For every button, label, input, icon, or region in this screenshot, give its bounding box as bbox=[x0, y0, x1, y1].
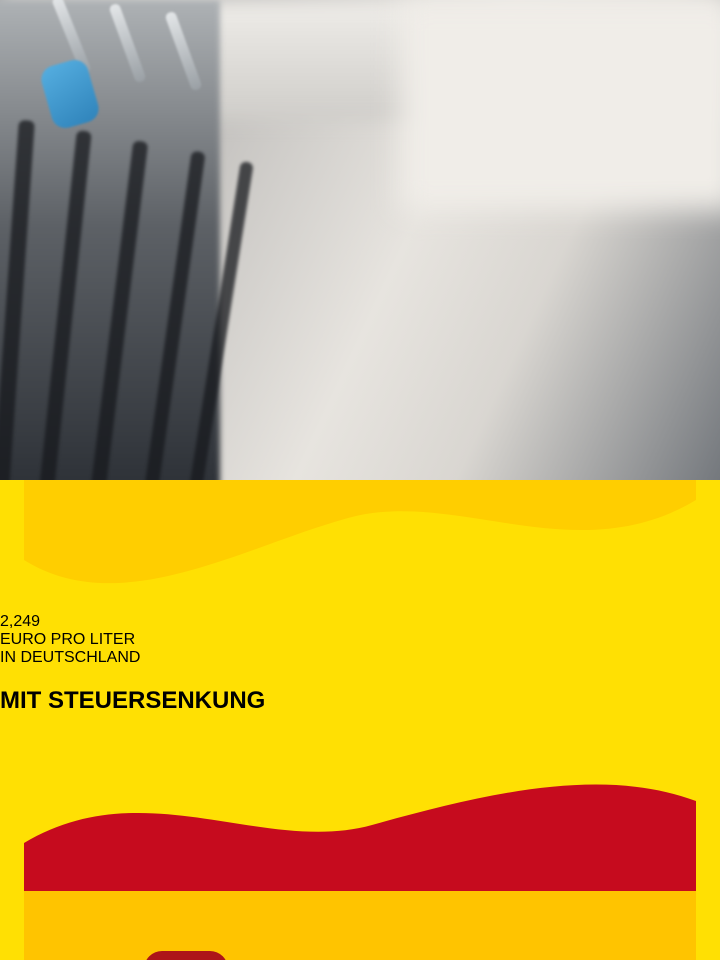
spain-flag-icon bbox=[24, 784, 696, 960]
station-wall bbox=[400, 0, 720, 210]
price-value: 2,24 bbox=[0, 612, 32, 630]
spain-price-card: 1,559 EURO PRO LITER IN SPANIEN bbox=[0, 735, 720, 960]
gas-station-photo bbox=[0, 0, 720, 480]
caption-line: EURO PRO LITER bbox=[0, 630, 136, 648]
country-cards-row: 1,559 EURO PRO LITER IN SPANIEN 1,729 bbox=[0, 735, 720, 960]
germany-caption: EURO PRO LITER IN DEUTSCHLAND bbox=[0, 631, 720, 667]
tax-cut-section: MIT STEUERSENKUNG 1,559 EURO PRO LITER bbox=[0, 687, 720, 960]
headline-with-tax-cut: MIT STEUERSENKUNG bbox=[0, 686, 266, 714]
caption-line: IN DEUTSCHLAND bbox=[0, 648, 141, 666]
germany-price: 2,249 bbox=[0, 613, 720, 631]
price-superscript: 9 bbox=[31, 612, 41, 630]
